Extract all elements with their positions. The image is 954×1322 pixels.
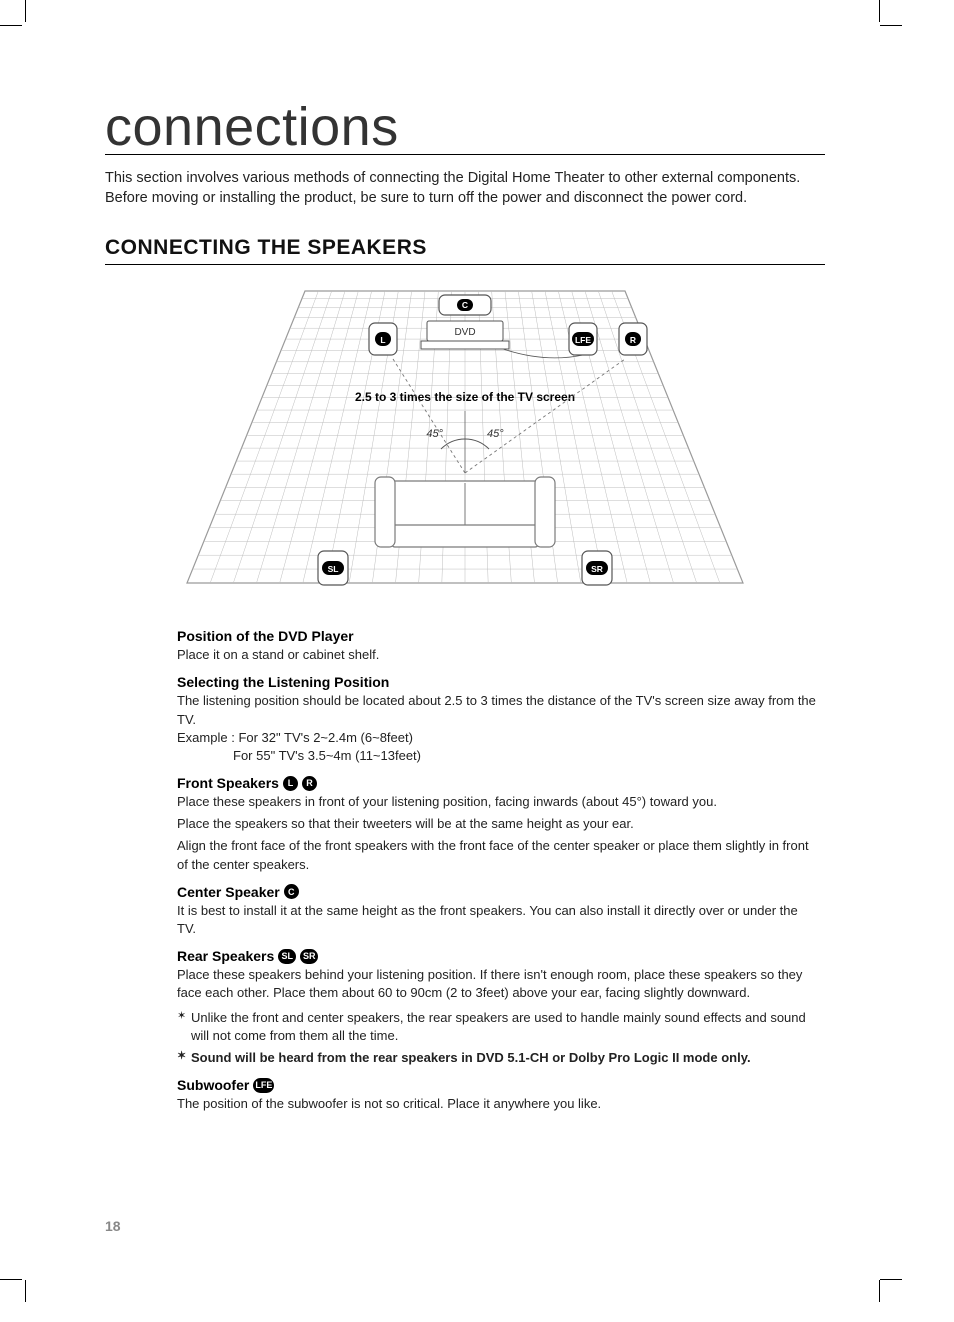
sr-icon: SR [300,949,318,964]
heading-text: Position of the DVD Player [177,628,354,644]
page-number: 18 [105,1218,121,1234]
example-label: Example : [177,730,235,745]
page-body: connections This section involves variou… [105,100,825,1123]
body-center: It is best to install it at the same hei… [177,902,817,938]
example-1-text: For 32" TV's 2~2.4m (6~8feet) [238,730,413,745]
block-sub: Subwoofer LFE The position of the subwoo… [177,1077,817,1113]
body-listening: The listening position should be located… [177,692,817,728]
rear-note-1: Unlike the front and center speakers, th… [177,1009,817,1045]
crop-mark [25,1280,26,1302]
heading-text: Subwoofer [177,1077,249,1093]
example-2: For 55" TV's 3.5~4m (11~13feet) [233,747,817,765]
example-1: Example : For 32" TV's 2~2.4m (6~8feet) [177,729,817,747]
svg-text:DVD: DVD [454,327,475,338]
crop-mark [0,1279,22,1280]
heading-text: Front Speakers [177,775,279,791]
svg-text:LFE: LFE [575,335,591,345]
content-column: Position of the DVD Player Place it on a… [177,628,817,1113]
svg-text:2.5 to 3 times the size of the: 2.5 to 3 times the size of the TV screen [355,390,575,404]
crop-mark [0,25,22,26]
body-rear: Place these speakers behind your listeni… [177,966,817,1002]
lfe-icon: LFE [253,1078,274,1093]
rear-notes: Unlike the front and center speakers, th… [177,1009,817,1068]
svg-text:SL: SL [328,564,339,574]
layout-svg: DVD C L LFE R 2.5 to 3 times the size of the … [185,283,745,599]
svg-text:L: L [380,335,385,345]
front-p3: Align the front face of the front speake… [177,837,817,873]
heading-front: Front Speakers L R [177,775,817,791]
body-dvd-position: Place it on a stand or cabinet shelf. [177,646,817,664]
svg-text:45°: 45° [426,428,443,440]
speaker-layout-diagram: DVD C L LFE R 2.5 to 3 times the size of the … [105,283,825,604]
heading-listening: Selecting the Listening Position [177,674,817,690]
body-sub: The position of the subwoofer is not so … [177,1095,817,1113]
heading-center: Center Speaker C [177,884,817,900]
heading-dvd-position: Position of the DVD Player [177,628,817,644]
c-icon: C [284,884,299,899]
crop-mark [880,1279,902,1280]
crop-mark [879,0,880,22]
svg-text:SR: SR [591,564,603,574]
crop-mark [25,0,26,22]
section-heading: CONNECTING THE SPEAKERS [105,236,825,265]
svg-text:R: R [630,335,636,345]
rear-note-2: Sound will be heard from the rear speake… [177,1049,817,1067]
heading-text: Center Speaker [177,884,280,900]
crop-mark [879,1280,880,1302]
front-p2: Place the speakers so that their tweeter… [177,815,817,833]
svg-text:45°: 45° [487,428,504,440]
heading-rear: Rear Speakers SL SR [177,948,817,964]
l-icon: L [283,776,298,791]
svg-text:C: C [462,300,468,310]
block-front: Front Speakers L R Place these speakers … [177,775,817,874]
heading-sub: Subwoofer LFE [177,1077,817,1093]
intro-text: This section involves various methods of… [105,169,825,208]
block-listening: Selecting the Listening Position The lis… [177,674,817,765]
block-center: Center Speaker C It is best to install i… [177,884,817,938]
crop-mark [880,25,902,26]
sl-icon: SL [278,949,296,964]
block-dvd-position: Position of the DVD Player Place it on a… [177,628,817,664]
r-icon: R [302,776,317,791]
front-p1: Place these speakers in front of your li… [177,793,817,811]
page-title: connections [105,100,825,155]
block-rear: Rear Speakers SL SR Place these speakers… [177,948,817,1067]
heading-text: Rear Speakers [177,948,274,964]
heading-text: Selecting the Listening Position [177,674,389,690]
